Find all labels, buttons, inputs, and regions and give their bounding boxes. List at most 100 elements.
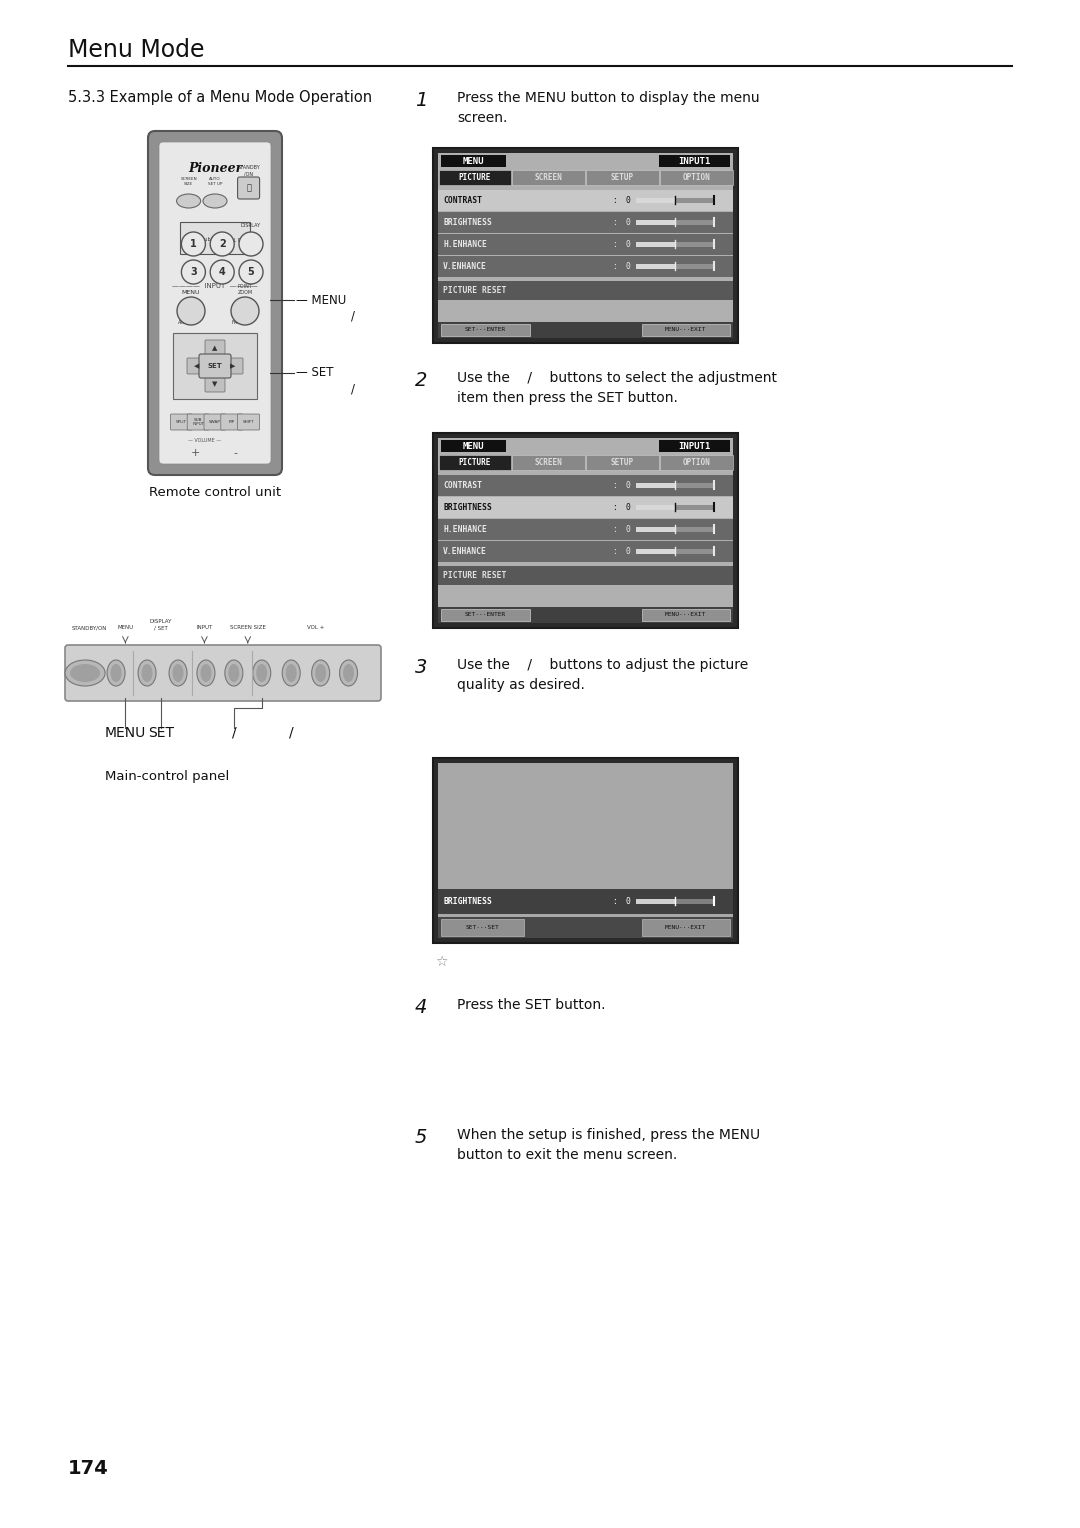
Text: AUTO
SET UP: AUTO SET UP <box>207 177 222 186</box>
Bar <box>438 762 733 938</box>
Text: SETUP: SETUP <box>611 173 634 182</box>
Text: When the setup is finished, press the MENU: When the setup is finished, press the ME… <box>457 1128 760 1141</box>
Text: :: : <box>612 240 618 249</box>
Circle shape <box>239 260 264 284</box>
FancyBboxPatch shape <box>204 414 226 429</box>
Bar <box>636 527 715 532</box>
Bar <box>636 898 675 903</box>
Text: :: : <box>612 547 618 556</box>
Text: 4: 4 <box>415 998 428 1018</box>
Text: button to exit the menu screen.: button to exit the menu screen. <box>457 1148 677 1161</box>
Bar <box>438 439 733 623</box>
Text: ◀: ◀ <box>194 364 200 368</box>
Bar <box>433 758 738 943</box>
Bar <box>636 197 675 203</box>
Circle shape <box>177 296 205 325</box>
Text: MENU···EXIT: MENU···EXIT <box>665 924 706 931</box>
Bar <box>441 918 524 937</box>
Bar <box>636 898 715 903</box>
FancyBboxPatch shape <box>159 142 271 465</box>
Text: V.ENHANCE: V.ENHANCE <box>443 547 487 556</box>
Bar <box>660 455 732 471</box>
Text: ▶: ▶ <box>230 364 235 368</box>
FancyBboxPatch shape <box>173 333 257 399</box>
Text: MENU: MENU <box>105 726 146 740</box>
Bar <box>636 241 675 248</box>
Ellipse shape <box>343 665 354 681</box>
Text: 1: 1 <box>415 92 428 110</box>
Bar <box>660 170 732 185</box>
Bar <box>438 439 733 454</box>
Bar <box>438 541 733 562</box>
Text: RGB(D-sub): RGB(D-sub) <box>185 237 213 243</box>
Text: Press the MENU button to display the menu: Press the MENU button to display the men… <box>457 92 759 105</box>
Ellipse shape <box>203 194 227 208</box>
Ellipse shape <box>228 665 240 681</box>
Bar <box>642 608 730 620</box>
Bar <box>438 889 733 914</box>
Text: 0: 0 <box>625 547 631 556</box>
Text: INPUT1: INPUT1 <box>678 442 711 451</box>
Ellipse shape <box>201 665 212 681</box>
Circle shape <box>181 260 205 284</box>
Text: Menu Mode: Menu Mode <box>68 38 204 63</box>
Text: SCREEN SIZE: SCREEN SIZE <box>230 625 266 630</box>
Text: OPTION: OPTION <box>683 173 710 182</box>
Ellipse shape <box>286 665 297 681</box>
FancyBboxPatch shape <box>187 358 207 374</box>
Text: /: / <box>288 726 294 740</box>
Bar <box>636 220 675 225</box>
Text: — SET: — SET <box>296 367 334 379</box>
Text: /: / <box>231 726 237 740</box>
Text: 5: 5 <box>415 1128 428 1148</box>
Text: 5: 5 <box>247 267 255 277</box>
Ellipse shape <box>70 665 100 681</box>
Bar <box>636 264 675 269</box>
FancyBboxPatch shape <box>220 414 243 429</box>
Text: INPUT1: INPUT1 <box>678 157 711 165</box>
Text: DIGITAL RGB: DIGITAL RGB <box>217 237 248 243</box>
Ellipse shape <box>138 660 156 686</box>
Ellipse shape <box>177 194 201 208</box>
Ellipse shape <box>107 660 125 686</box>
Text: SET: SET <box>148 726 174 740</box>
Bar <box>438 281 733 301</box>
Bar <box>438 520 733 541</box>
Text: MENU···EXIT: MENU···EXIT <box>665 613 706 617</box>
Bar <box>438 153 733 170</box>
Ellipse shape <box>315 665 326 681</box>
Text: SHIFT: SHIFT <box>243 420 255 423</box>
Text: INPUT: INPUT <box>197 625 213 630</box>
Ellipse shape <box>141 665 152 681</box>
Text: Remote control unit: Remote control unit <box>149 486 281 500</box>
Text: MENU: MENU <box>181 290 200 295</box>
Bar <box>659 154 730 167</box>
Bar <box>441 324 529 336</box>
Text: 0: 0 <box>625 240 631 249</box>
Bar <box>636 504 715 510</box>
Text: PICTURE RESET: PICTURE RESET <box>443 571 507 581</box>
Text: H.ENHANCE: H.ENHANCE <box>443 240 487 249</box>
Text: BRIGHTNESS: BRIGHTNESS <box>443 219 491 226</box>
Bar <box>636 527 675 532</box>
Bar <box>642 324 730 336</box>
Text: SCREEN: SCREEN <box>535 173 563 182</box>
FancyBboxPatch shape <box>238 177 259 199</box>
Bar <box>438 497 733 518</box>
Text: ☆: ☆ <box>435 955 447 969</box>
Text: :: : <box>612 897 618 906</box>
Circle shape <box>211 260 234 284</box>
Text: 5.3.3 Example of a Menu Mode Operation: 5.3.3 Example of a Menu Mode Operation <box>68 90 373 105</box>
Bar <box>441 608 529 620</box>
Text: CONTRAST: CONTRAST <box>443 481 482 490</box>
Text: 0: 0 <box>625 503 631 512</box>
Text: SCREEN: SCREEN <box>535 458 563 468</box>
Text: 0: 0 <box>625 524 631 533</box>
Text: VOL +: VOL + <box>308 625 325 630</box>
Text: MENU: MENU <box>462 157 484 165</box>
Bar <box>441 154 505 167</box>
Ellipse shape <box>110 665 122 681</box>
Bar <box>636 220 715 225</box>
Bar <box>512 170 585 185</box>
Text: 4: 4 <box>219 267 226 277</box>
